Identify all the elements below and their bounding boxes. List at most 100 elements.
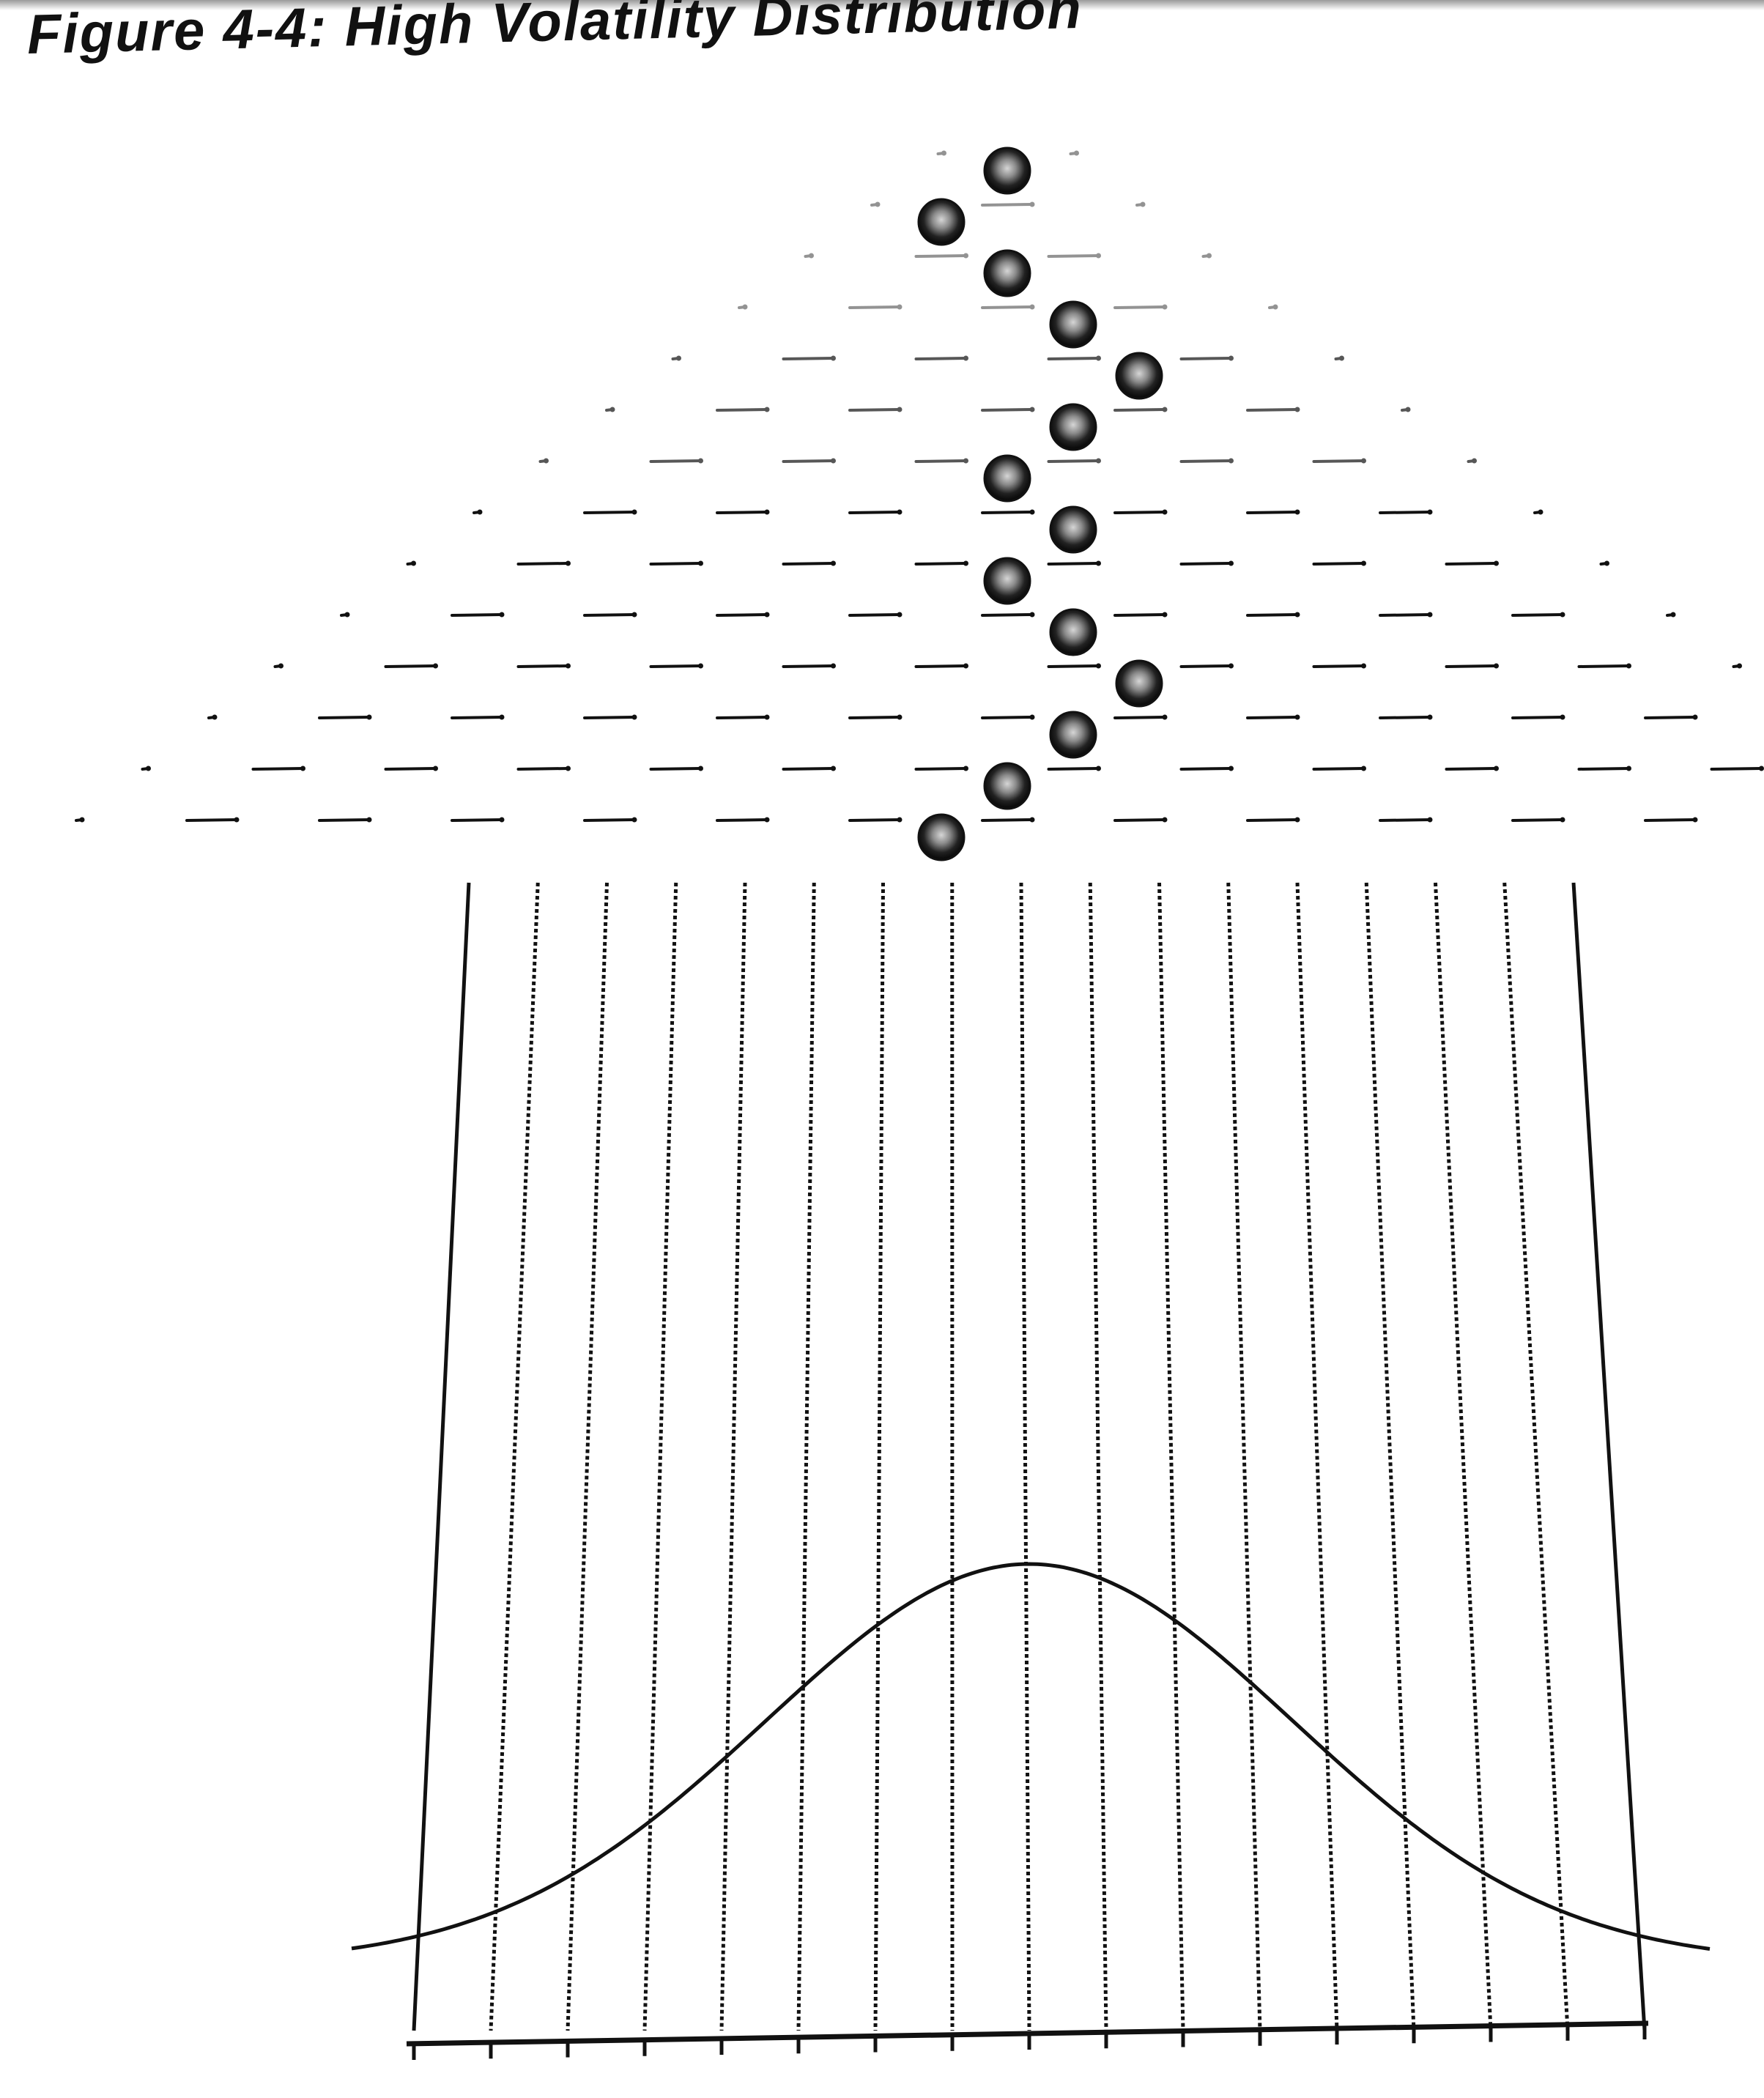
peg xyxy=(1511,714,1565,720)
peg xyxy=(583,817,637,823)
peg xyxy=(1379,817,1433,823)
ball xyxy=(1049,505,1097,554)
peg xyxy=(1334,355,1344,361)
peg xyxy=(1379,509,1433,515)
peg xyxy=(472,509,483,515)
bin-divider xyxy=(1502,882,1570,2031)
ball xyxy=(1049,403,1097,451)
peg xyxy=(1710,766,1764,771)
peg xyxy=(914,355,968,361)
peg xyxy=(782,560,836,566)
peg xyxy=(516,663,571,669)
peg xyxy=(1246,612,1300,618)
ball xyxy=(983,147,1031,195)
peg xyxy=(981,201,1035,207)
peg xyxy=(1246,509,1300,515)
peg xyxy=(1577,663,1631,669)
peg xyxy=(914,663,968,669)
ball-path xyxy=(917,147,1163,861)
peg xyxy=(1268,304,1278,310)
bin-divider xyxy=(1295,882,1339,2031)
bin-divider xyxy=(1364,882,1416,2031)
peg xyxy=(1732,663,1742,669)
ball xyxy=(1049,711,1097,759)
peg xyxy=(936,150,946,156)
peg xyxy=(1533,509,1544,515)
bin-divider xyxy=(719,882,747,2031)
peg xyxy=(1401,407,1411,412)
peg xyxy=(451,817,505,823)
peg xyxy=(1644,817,1698,823)
bin-divider xyxy=(489,882,540,2031)
peg xyxy=(914,253,968,259)
peg xyxy=(1379,714,1433,720)
peg xyxy=(318,714,372,720)
ball xyxy=(983,249,1031,297)
peg xyxy=(848,509,903,515)
peg xyxy=(1246,407,1300,412)
bin-divider xyxy=(642,882,678,2031)
peg xyxy=(671,355,681,361)
peg xyxy=(782,458,836,464)
peg xyxy=(75,817,85,823)
bin-divider xyxy=(1019,882,1031,2031)
peg xyxy=(1379,612,1433,618)
bell-curve xyxy=(351,1562,1711,1951)
peg xyxy=(1047,458,1101,464)
peg xyxy=(870,201,881,207)
peg xyxy=(451,714,505,720)
bin-divider xyxy=(1157,882,1185,2031)
peg xyxy=(716,612,770,618)
ball xyxy=(917,198,966,246)
bin-wall xyxy=(1571,882,1647,2031)
peg xyxy=(1201,253,1212,259)
bin-divider xyxy=(1434,882,1493,2031)
peg xyxy=(981,612,1035,618)
peg xyxy=(141,766,151,771)
peg xyxy=(1644,714,1698,720)
peg xyxy=(1069,150,1079,156)
peg xyxy=(538,458,549,464)
peg xyxy=(1113,509,1168,515)
peg xyxy=(1047,253,1101,259)
peg xyxy=(1511,817,1565,823)
peg xyxy=(583,714,637,720)
peg xyxy=(649,766,703,771)
peg xyxy=(1599,560,1609,566)
peg xyxy=(1445,663,1499,669)
peg xyxy=(738,304,748,310)
bin-divider xyxy=(796,882,816,2031)
peg xyxy=(583,509,637,515)
peg xyxy=(1467,458,1477,464)
peg xyxy=(1047,560,1101,566)
peg xyxy=(1179,355,1234,361)
ball xyxy=(1115,659,1163,708)
peg xyxy=(1246,817,1300,823)
peg xyxy=(1179,560,1234,566)
peg xyxy=(1113,407,1168,412)
peg xyxy=(273,663,284,669)
peg xyxy=(384,766,438,771)
peg xyxy=(1511,612,1565,618)
peg xyxy=(1113,612,1168,618)
peg xyxy=(583,612,637,618)
ball xyxy=(983,557,1031,605)
peg xyxy=(848,407,903,412)
bin-wall xyxy=(412,882,471,2031)
peg-rows xyxy=(75,150,1764,823)
peg xyxy=(716,714,770,720)
peg xyxy=(1312,458,1366,464)
peg xyxy=(981,304,1035,310)
peg xyxy=(848,714,903,720)
peg xyxy=(914,560,968,566)
peg xyxy=(981,714,1035,720)
peg xyxy=(848,817,903,823)
peg xyxy=(1246,714,1300,720)
peg xyxy=(1312,560,1366,566)
peg xyxy=(251,766,305,771)
ball xyxy=(917,813,966,861)
peg xyxy=(716,817,770,823)
page-edge-shadow xyxy=(0,0,1764,10)
bin-divider xyxy=(566,882,609,2031)
